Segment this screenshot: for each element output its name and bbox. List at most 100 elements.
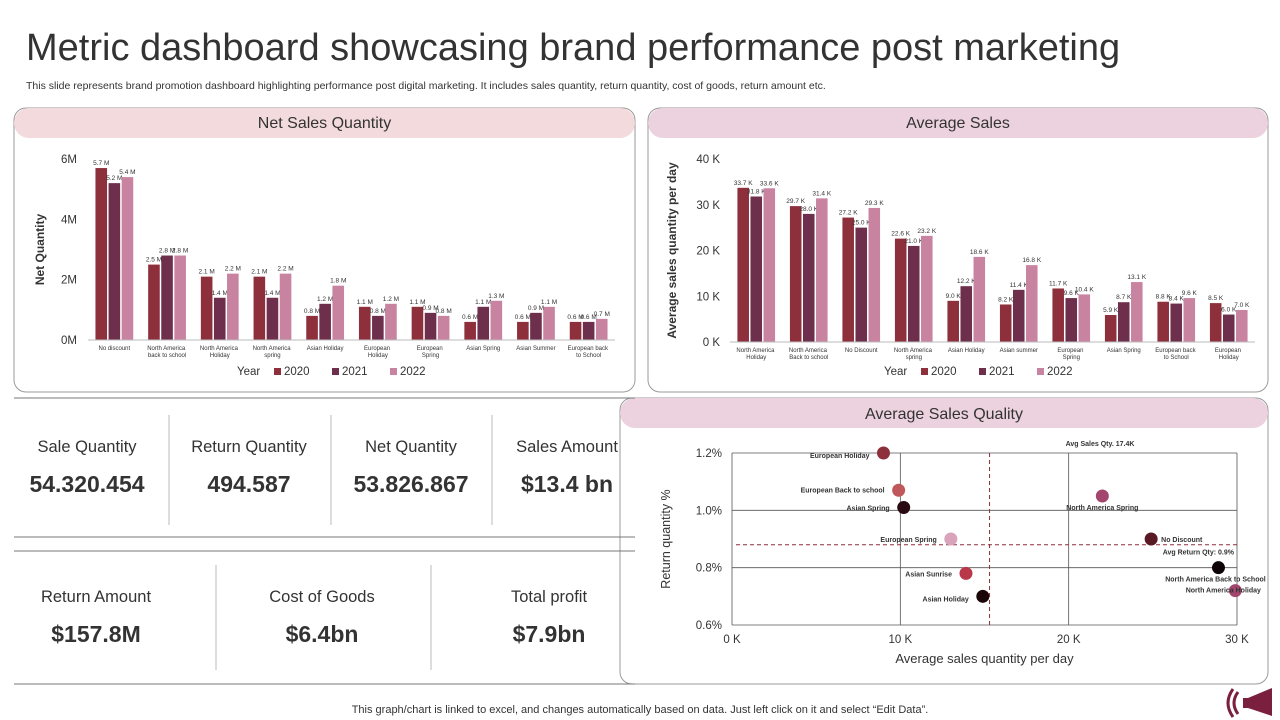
bar	[266, 297, 279, 340]
x-tick-label: European Holiday	[364, 346, 392, 359]
bar	[868, 207, 881, 342]
value-label: 21.0 K	[904, 238, 923, 245]
y-tick-label: 2M	[61, 275, 77, 287]
x-tick-label: North America Holiday	[200, 346, 240, 359]
scatter-point	[1228, 584, 1242, 598]
y-tick-label: 0.8%	[696, 563, 722, 575]
x-tick-label: North America spring	[894, 348, 934, 361]
value-label: 28.0 K	[799, 206, 818, 213]
value-label: 10.4 K	[1075, 286, 1094, 293]
bar	[530, 312, 542, 340]
value-label: 29.7 K	[786, 198, 805, 205]
value-label: 8.8 K	[1156, 294, 1172, 301]
panel-title: Average Sales Quality	[865, 406, 1023, 423]
bar	[973, 256, 986, 342]
bar	[490, 300, 503, 340]
value-label: 1.8 M	[330, 278, 346, 285]
kpi-label: Cost of Goods	[269, 588, 374, 606]
legend-label: 2021	[989, 366, 1015, 378]
value-label: 9.6 K	[1064, 290, 1080, 297]
point-label: European Spring	[880, 537, 936, 544]
panel-header	[648, 108, 1268, 138]
legend-title: Year	[237, 366, 260, 378]
y-tick-label: 6M	[61, 154, 77, 166]
panel-title: Average Sales	[906, 115, 1010, 132]
scatter-point	[897, 500, 911, 514]
x-tick-label: North America Back to school	[789, 348, 829, 361]
value-label: 2.8 M	[159, 248, 175, 255]
value-label: 5.7 M	[93, 160, 109, 167]
value-label: 1.1 M	[409, 299, 425, 306]
bar	[477, 306, 490, 340]
bar	[999, 304, 1012, 342]
scatter-point	[1144, 532, 1158, 546]
y-tick-label: 10 K	[696, 291, 720, 303]
value-label: 5.9 K	[1103, 307, 1119, 314]
value-label: 8.7 K	[1116, 294, 1132, 301]
x-tick-label: 30 K	[1225, 634, 1249, 646]
value-label: 11.7 K	[1049, 280, 1068, 287]
x-tick-label: Asian Spring	[1107, 348, 1141, 354]
bar	[372, 315, 384, 340]
bar	[306, 315, 318, 340]
value-label: 0.6 M	[462, 314, 478, 321]
bar	[855, 227, 868, 342]
value-label: 0.9 M	[528, 305, 544, 312]
y-tick-label: 0M	[61, 335, 77, 347]
value-label: 0.9 M	[422, 305, 438, 312]
bar	[1052, 288, 1064, 342]
bar	[437, 315, 450, 340]
x-tick-label: North America Holiday	[736, 348, 776, 361]
kpi-value: $6.4bn	[286, 621, 359, 647]
point-label: Asian Holiday	[923, 596, 969, 603]
value-label: 29.3 K	[865, 200, 884, 207]
legend-swatch	[979, 368, 986, 375]
bar	[1078, 294, 1091, 342]
bar	[789, 206, 802, 342]
footer-note: This graph/chart is linked to excel, and…	[352, 704, 929, 716]
legend-label: 2020	[284, 366, 310, 378]
annotation: Avg Sales Qty. 17.4K	[1066, 441, 1135, 448]
value-label: 11.4 K	[1010, 282, 1029, 289]
bar	[424, 312, 437, 340]
value-label: 8.5 K	[1208, 295, 1224, 302]
value-label: 0.7 M	[594, 311, 610, 318]
logo-icon	[1226, 688, 1272, 718]
bar	[1222, 314, 1235, 342]
scatter-point	[944, 532, 958, 546]
y-tick-label: 20 K	[696, 246, 720, 258]
value-label: 8.4 K	[1169, 296, 1185, 303]
x-tick-label: Asian summer	[1000, 348, 1038, 354]
bar	[737, 187, 749, 342]
point-label: North America Spring	[1066, 505, 1138, 512]
legend-label: 2020	[931, 366, 957, 378]
value-label: 0.8 M	[304, 308, 320, 315]
value-label: 0.8 M	[436, 308, 452, 315]
point-label: European Holiday	[810, 453, 870, 460]
scatter-point	[976, 589, 990, 603]
x-axis-title: Average sales quantity per day	[895, 651, 1074, 666]
value-label: 0.6 M	[515, 314, 531, 321]
kpi-value: $7.9bn	[513, 621, 586, 647]
scatter-point	[959, 566, 973, 580]
legend-label: 2022	[400, 366, 426, 378]
bar	[279, 273, 292, 340]
panel-header	[14, 108, 635, 138]
bar	[148, 264, 160, 340]
x-tick-label: European Holiday	[1215, 348, 1243, 361]
kpi-value: 53.826.867	[353, 471, 468, 497]
y-tick-label: 40 K	[696, 154, 720, 166]
bar	[358, 306, 371, 340]
value-label: 18.6 K	[970, 249, 989, 256]
kpi-value: $157.8M	[51, 621, 141, 647]
y-tick-label: 30 K	[696, 200, 720, 212]
point-label: Asian Sunrise	[905, 571, 952, 578]
value-label: 9.6 K	[1182, 290, 1198, 297]
point-label: North America Holiday	[1186, 588, 1261, 595]
bar	[750, 196, 763, 342]
bar	[802, 213, 815, 342]
value-label: 16.8 K	[1022, 257, 1041, 264]
value-label: 7.0 K	[1234, 302, 1250, 309]
value-label: 1.2 M	[383, 296, 399, 303]
